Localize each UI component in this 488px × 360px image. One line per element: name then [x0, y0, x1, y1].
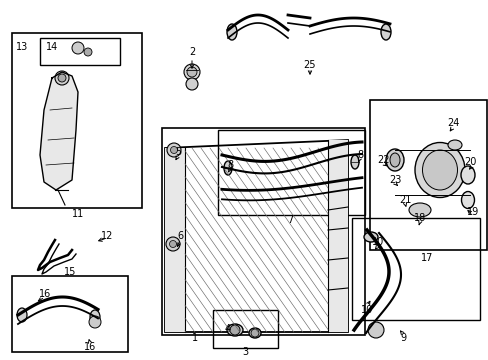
Circle shape	[250, 329, 259, 337]
Ellipse shape	[422, 150, 457, 190]
Text: 5: 5	[175, 147, 181, 157]
Ellipse shape	[389, 153, 399, 167]
Text: 2: 2	[188, 47, 195, 57]
Polygon shape	[40, 72, 78, 190]
Text: 16: 16	[84, 342, 96, 352]
Text: 4: 4	[224, 324, 231, 334]
Bar	[369, 100, 486, 250]
Text: 8: 8	[226, 160, 233, 170]
Bar	[351, 218, 479, 320]
Circle shape	[169, 240, 176, 248]
Ellipse shape	[226, 324, 243, 336]
Text: 17: 17	[420, 253, 432, 263]
Circle shape	[185, 78, 198, 90]
Text: 1: 1	[192, 333, 198, 343]
Circle shape	[55, 71, 69, 85]
Ellipse shape	[385, 149, 403, 171]
Circle shape	[72, 42, 84, 54]
Text: 11: 11	[72, 209, 84, 219]
Polygon shape	[327, 140, 347, 332]
Polygon shape	[164, 148, 184, 332]
Text: 13: 13	[16, 42, 28, 52]
Bar	[40, 38, 120, 65]
Text: 9: 9	[399, 333, 405, 343]
Text: 15: 15	[63, 267, 76, 277]
Bar	[162, 128, 364, 335]
Text: 14: 14	[46, 42, 58, 52]
Text: 7: 7	[286, 215, 292, 225]
Ellipse shape	[17, 308, 27, 322]
Circle shape	[229, 325, 240, 335]
Text: 10: 10	[360, 305, 372, 315]
Text: 24: 24	[446, 118, 458, 128]
Text: 10: 10	[371, 237, 384, 247]
Text: 8: 8	[356, 150, 362, 160]
Circle shape	[170, 147, 177, 153]
Ellipse shape	[226, 24, 237, 40]
Text: 12: 12	[101, 231, 113, 241]
Text: 21: 21	[398, 195, 410, 205]
Text: 6: 6	[177, 231, 183, 241]
Bar	[213, 310, 278, 348]
Circle shape	[367, 322, 383, 338]
Ellipse shape	[414, 143, 464, 198]
Circle shape	[186, 67, 197, 77]
Circle shape	[89, 316, 101, 328]
Ellipse shape	[461, 192, 473, 208]
Text: 3: 3	[242, 347, 247, 357]
Bar	[12, 33, 142, 208]
Text: 23: 23	[388, 175, 400, 185]
Circle shape	[183, 64, 200, 80]
Ellipse shape	[90, 310, 100, 324]
Circle shape	[84, 48, 92, 56]
Ellipse shape	[363, 232, 377, 242]
Circle shape	[167, 143, 181, 157]
Ellipse shape	[248, 328, 261, 338]
Bar	[12, 276, 128, 352]
Text: 20: 20	[463, 157, 475, 167]
Circle shape	[165, 237, 180, 251]
Ellipse shape	[224, 161, 231, 175]
Text: 19: 19	[466, 207, 478, 217]
Ellipse shape	[460, 166, 474, 184]
Ellipse shape	[447, 140, 461, 150]
Ellipse shape	[408, 203, 430, 217]
Ellipse shape	[350, 155, 358, 169]
Text: 16: 16	[39, 289, 51, 299]
Text: 18: 18	[413, 213, 425, 223]
Text: 25: 25	[303, 60, 316, 70]
Ellipse shape	[380, 24, 390, 40]
Bar	[218, 130, 364, 215]
Ellipse shape	[368, 323, 382, 333]
Circle shape	[58, 74, 66, 82]
Text: 22: 22	[376, 155, 388, 165]
